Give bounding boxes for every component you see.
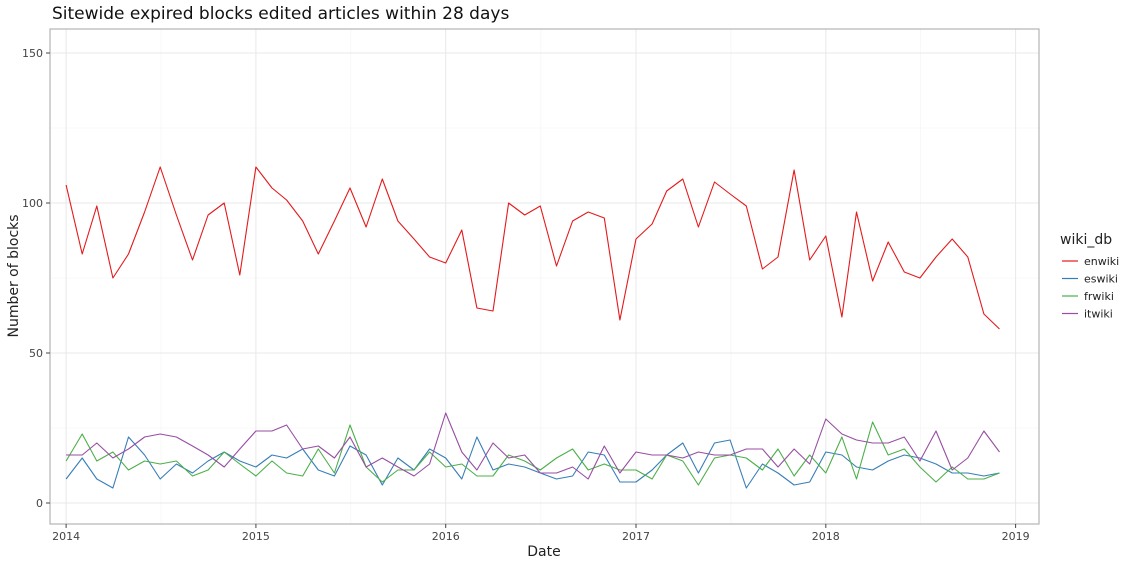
legend-item-enwiki: enwiki xyxy=(1062,255,1119,268)
y-tick-label: 150 xyxy=(22,47,43,60)
legend-title: wiki_db xyxy=(1060,232,1112,248)
legend-item-itwiki: itwiki xyxy=(1062,308,1113,321)
y-axis-label: Number of blocks xyxy=(6,214,22,337)
legend-items: enwiki eswiki frwiki itwiki xyxy=(1062,255,1119,321)
legend-item-frwiki: frwiki xyxy=(1062,290,1114,303)
series-line-enwiki xyxy=(65,166,1000,330)
x-tick-label: 2019 xyxy=(1002,530,1030,543)
legend-label-enwiki: enwiki xyxy=(1084,255,1119,268)
series-lines xyxy=(49,28,1040,525)
series-line-frwiki xyxy=(65,421,1000,486)
y-tick-label: 0 xyxy=(36,497,43,510)
plot-border xyxy=(49,28,1040,525)
x-tick-label: 2014 xyxy=(52,530,80,543)
x-tick-label: 2017 xyxy=(622,530,650,543)
x-tick-label: 2016 xyxy=(432,530,460,543)
x-axis-label: Date xyxy=(527,544,560,560)
y-axis-ticks: 0 50 100 150 xyxy=(22,47,50,510)
x-tick-label: 2018 xyxy=(812,530,840,543)
y-tick-label: 100 xyxy=(22,197,43,210)
legend-label-eswiki: eswiki xyxy=(1084,273,1118,286)
y-tick-label: 50 xyxy=(29,347,43,360)
legend-label-itwiki: itwiki xyxy=(1084,308,1113,321)
chart-title: Sitewide expired blocks edited articles … xyxy=(52,4,509,24)
series-line-eswiki xyxy=(65,436,1000,489)
legend-item-eswiki: eswiki xyxy=(1062,273,1118,286)
x-axis-ticks: 2014 2015 2016 2017 2018 2019 xyxy=(52,524,1030,543)
x-tick-label: 2015 xyxy=(242,530,270,543)
legend-label-frwiki: frwiki xyxy=(1084,290,1114,303)
legend: wiki_db enwiki eswiki frwiki itwiki xyxy=(1060,232,1119,321)
gridlines xyxy=(50,29,1039,524)
series-line-itwiki xyxy=(66,412,1000,480)
